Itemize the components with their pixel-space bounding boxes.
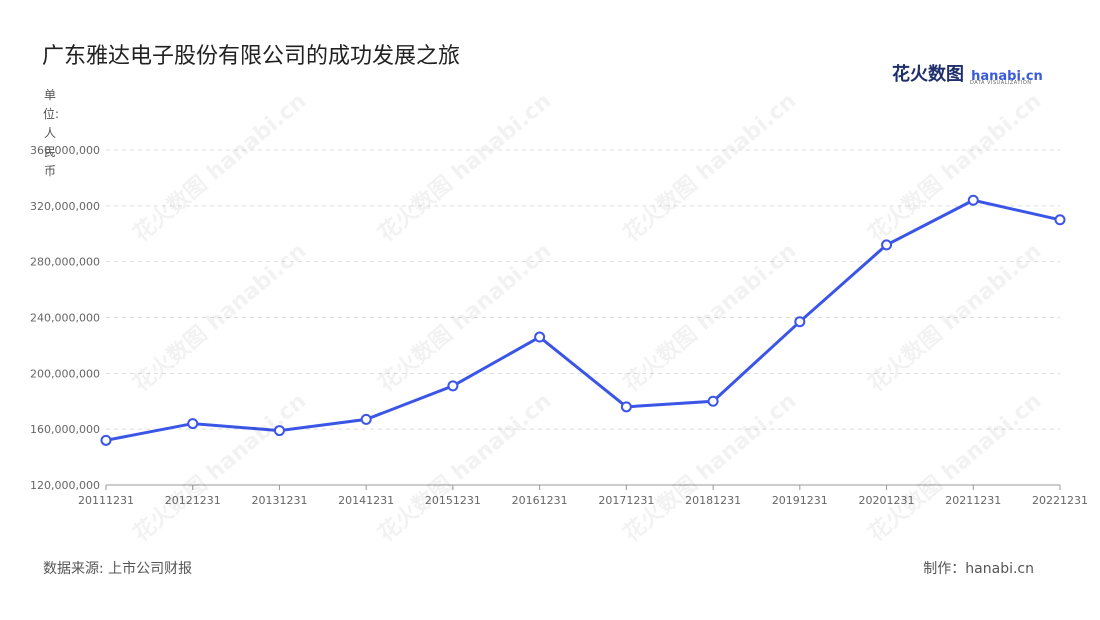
x-tick-label: 20131231 — [251, 494, 307, 507]
series-line — [105, 198, 1061, 442]
x-tick-label: 20171231 — [598, 494, 654, 507]
data-point[interactable] — [881, 239, 893, 251]
data-point[interactable] — [794, 316, 806, 328]
y-tick-label: 320,000,000 — [30, 200, 100, 213]
x-tick-label: 20111231 — [78, 494, 134, 507]
data-point[interactable] — [707, 395, 719, 407]
grid-lines — [106, 149, 1060, 430]
y-tick-label: 280,000,000 — [30, 256, 100, 269]
x-tick-label: 20191231 — [772, 494, 828, 507]
data-point[interactable] — [187, 418, 199, 430]
data-point[interactable] — [100, 434, 112, 446]
brand-name-en: hanabi.cn — [971, 69, 1043, 84]
data-point[interactable] — [534, 331, 546, 343]
brand-logo: 花火数图 hanabi.cn DATA VISUALIZATION — [892, 60, 1043, 86]
x-tick-label: 20141231 — [338, 494, 394, 507]
x-tick-label: 20161231 — [512, 494, 568, 507]
data-point[interactable] — [360, 413, 372, 425]
data-source: 数据来源: 上市公司财报 — [43, 561, 193, 577]
x-tick-label: 20121231 — [165, 494, 221, 507]
maker-credit: 制作：hanabi.cn — [923, 561, 1034, 577]
x-tick-label: 20211231 — [945, 494, 1001, 507]
data-point[interactable] — [273, 425, 285, 437]
y-tick-label: 120,000,000 — [30, 479, 100, 492]
data-point[interactable] — [620, 401, 632, 413]
y-axis-unit-label: 单位:人民币 — [43, 88, 60, 178]
x-tick-label: 20151231 — [425, 494, 481, 507]
chart-title: 广东雅达电子股份有限公司的成功发展之旅 — [42, 44, 461, 69]
y-axis-ticks: 120,000,000 160,000,000 200,000,000 240,000… — [30, 144, 100, 492]
x-tick-label: 20221231 — [1032, 494, 1088, 507]
y-tick-label: 160,000,000 — [30, 423, 100, 436]
brand-tagline: DATA VISUALIZATION — [970, 80, 1032, 86]
x-axis-ticks: 20111231 20121231 20131231 20141231 20151231… — [78, 485, 1088, 507]
y-tick-label: 360,000,000 — [30, 144, 100, 157]
data-point[interactable] — [447, 380, 459, 392]
y-tick-label: 240,000,000 — [30, 312, 100, 325]
data-point[interactable] — [967, 194, 979, 206]
data-point[interactable] — [1054, 214, 1066, 226]
y-tick-label: 200,000,000 — [30, 367, 100, 380]
x-tick-label: 20201231 — [859, 494, 915, 507]
brand-name-cn: 花火数图 — [892, 64, 964, 85]
data-points — [100, 194, 1066, 446]
x-tick-label: 20181231 — [685, 494, 741, 507]
